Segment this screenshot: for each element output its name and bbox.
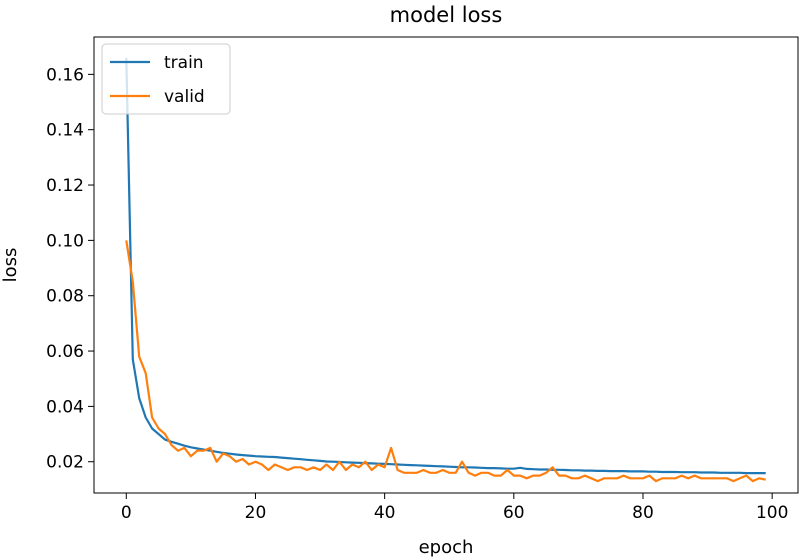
x-tick-label: 60 <box>503 503 525 523</box>
series-line-valid <box>125 240 766 483</box>
series-line-train <box>125 57 766 475</box>
x-tick-label: 40 <box>374 503 396 523</box>
legend-label-train: train <box>164 53 204 73</box>
x-tick-label: 20 <box>245 503 267 523</box>
y-axis: 0.02 0.04 0.06 0.08 0.10 0.12 0.14 0.16 <box>46 65 94 473</box>
y-tick-label: 0.12 <box>46 176 84 196</box>
chart-title: model loss <box>390 3 503 27</box>
x-tick-label: 100 <box>756 503 788 523</box>
y-tick-label: 0.04 <box>46 397 84 417</box>
x-axis-label: epoch <box>419 537 474 558</box>
y-tick-label: 0.16 <box>46 65 84 85</box>
y-axis-label: loss <box>0 248 21 283</box>
y-tick-label: 0.10 <box>46 231 84 251</box>
y-tick-label: 0.08 <box>46 287 84 307</box>
y-tick-label: 0.02 <box>46 453 84 473</box>
y-tick-label: 0.14 <box>46 121 84 141</box>
legend: train valid <box>101 43 231 115</box>
y-tick-label: 0.06 <box>46 342 84 362</box>
x-axis: 0 20 40 60 80 100 <box>121 493 788 523</box>
series-lines <box>125 57 766 483</box>
x-tick-label: 0 <box>121 503 132 523</box>
plot-frame <box>93 36 799 494</box>
legend-label-valid: valid <box>164 87 205 107</box>
x-tick-label: 80 <box>632 503 654 523</box>
